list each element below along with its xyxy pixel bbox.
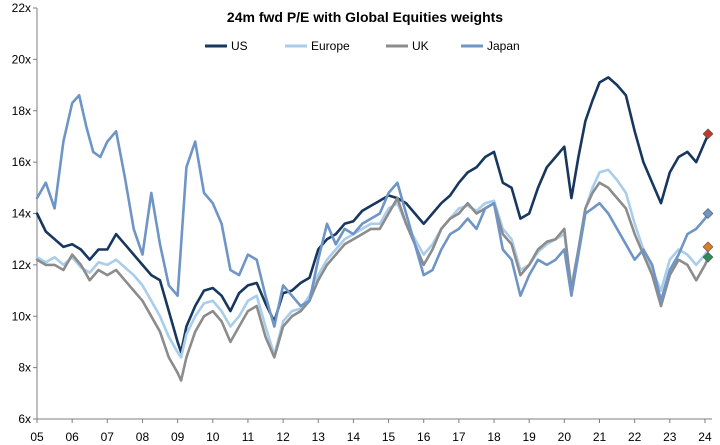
x-tick-label: 07 bbox=[101, 430, 115, 444]
chart-axes: 6x 8x 10x 12x 14x 16x 18x 20x 22x 05 06 07 08 09 10 11 1… bbox=[12, 1, 712, 444]
x-tick-label: 12 bbox=[276, 430, 290, 444]
x-tick-label: 24 bbox=[698, 430, 712, 444]
y-tick-label: 10x bbox=[12, 309, 31, 323]
x-tick-label: 09 bbox=[171, 430, 185, 444]
y-tick-label: 18x bbox=[12, 104, 31, 118]
y-tick-label: 22x bbox=[12, 1, 31, 15]
x-tick-label: 20 bbox=[558, 430, 572, 444]
y-tick-label: 8x bbox=[18, 361, 31, 375]
legend-label-uk: UK bbox=[412, 39, 429, 53]
chart-legend: US Europe UK Japan bbox=[205, 39, 520, 53]
y-tick-label: 16x bbox=[12, 155, 31, 169]
y-tick-label: 12x bbox=[12, 258, 31, 272]
end-marker-us bbox=[702, 128, 714, 140]
x-tick-label: 11 bbox=[242, 430, 255, 444]
x-tick-label: 13 bbox=[312, 430, 326, 444]
chart-title: 24m fwd P/E with Global Equities weights bbox=[227, 9, 503, 25]
end-marker-uk bbox=[702, 251, 714, 263]
x-tick-label: 08 bbox=[136, 430, 150, 444]
y-tick-label: 6x bbox=[18, 412, 31, 426]
series-line-japan bbox=[35, 94, 710, 328]
x-tick-label: 19 bbox=[523, 430, 537, 444]
series-line-uk bbox=[35, 181, 710, 382]
legend-label-japan: Japan bbox=[487, 39, 520, 53]
x-tick-label: 15 bbox=[382, 430, 396, 444]
x-tick-label: 21 bbox=[593, 430, 607, 444]
x-tick-label: 17 bbox=[452, 430, 466, 444]
x-tick-label: 22 bbox=[628, 430, 642, 444]
y-tick-label: 20x bbox=[12, 52, 31, 66]
x-tick-label: 06 bbox=[65, 430, 79, 444]
x-tick-label: 14 bbox=[347, 430, 361, 444]
x-tick-label: 18 bbox=[487, 430, 501, 444]
x-tick-label: 05 bbox=[30, 430, 44, 444]
legend-label-us: US bbox=[231, 39, 248, 53]
end-marker-europe bbox=[702, 241, 714, 253]
x-tick-label: 10 bbox=[206, 430, 220, 444]
series-line-us bbox=[35, 76, 710, 354]
legend-label-europe: Europe bbox=[311, 39, 350, 53]
end-marker-layer bbox=[702, 128, 714, 263]
x-tick-label: 23 bbox=[663, 430, 677, 444]
x-tick-label: 16 bbox=[417, 430, 431, 444]
end-marker-japan bbox=[702, 208, 714, 219]
series-line-europe bbox=[35, 168, 710, 359]
series-layer bbox=[35, 76, 710, 382]
y-tick-label: 14x bbox=[12, 207, 31, 221]
